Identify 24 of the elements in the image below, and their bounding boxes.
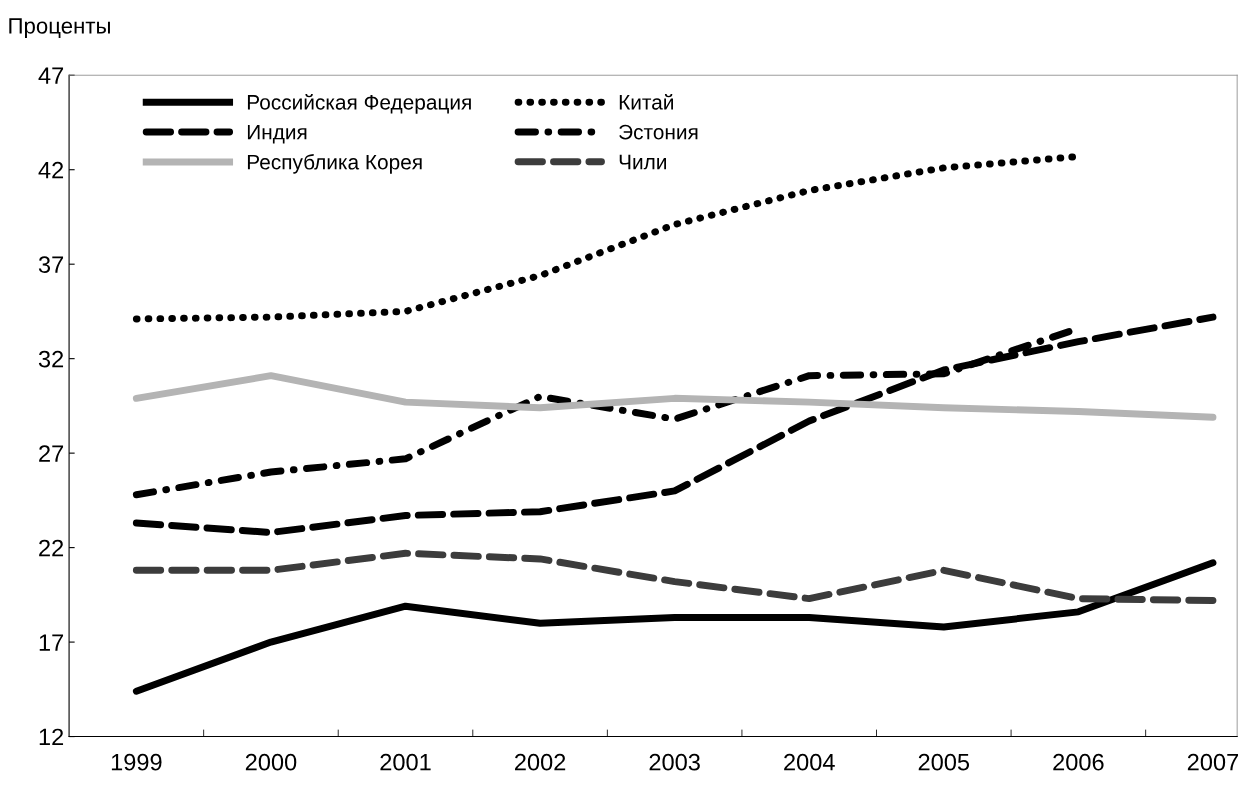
y-tick-label: 22 bbox=[39, 539, 64, 557]
x-tick-label: 2006 bbox=[1053, 753, 1104, 771]
legend-label: Эстония bbox=[619, 124, 698, 140]
y-axis-title: Проценты bbox=[9, 18, 110, 39]
legend-label: Индия bbox=[247, 124, 307, 144]
legend-label: Республика Корея bbox=[247, 154, 422, 174]
x-tick-label: 1999 bbox=[111, 753, 162, 771]
x-tick-label: 2002 bbox=[515, 753, 566, 771]
y-tick-label: 32 bbox=[38, 350, 64, 368]
x-tick-label: 2004 bbox=[784, 753, 835, 771]
x-tick-label: 2003 bbox=[649, 753, 700, 771]
x-tick-label: 2001 bbox=[380, 753, 431, 771]
y-tick-label: 12 bbox=[39, 728, 64, 746]
y-tick-label: 47 bbox=[38, 67, 64, 84]
x-tick-label: 2007 bbox=[1187, 753, 1239, 771]
x-tick-label: 2005 bbox=[918, 753, 970, 771]
y-tick-label: 42 bbox=[38, 161, 64, 179]
y-tick-label: 27 bbox=[39, 445, 64, 462]
y-tick-label: 17 bbox=[39, 634, 64, 651]
legend-label: Российская Федерация bbox=[247, 93, 471, 114]
legend-label: Китай bbox=[619, 93, 673, 110]
legend-label: Чили bbox=[619, 154, 666, 170]
y-tick-label: 37 bbox=[38, 256, 64, 273]
x-tick-label: 2000 bbox=[245, 753, 297, 771]
